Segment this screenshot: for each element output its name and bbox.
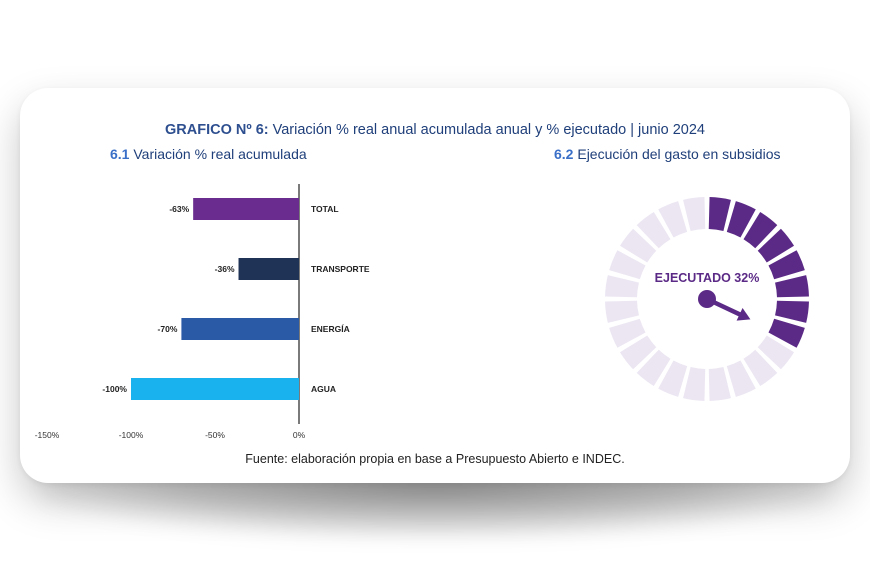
gauge-segment-9	[743, 349, 778, 387]
gauge-segment-21	[636, 211, 671, 249]
gauge-segment-14	[636, 349, 671, 387]
category-label-3: AGUA	[311, 384, 336, 394]
gauge-segment-3	[757, 228, 795, 263]
gauge-segment-5	[775, 275, 809, 298]
chart-title-text: Variación % real anual acumulada anual y…	[272, 122, 705, 138]
bar-value-label-3: -100%	[102, 384, 127, 394]
bar-1	[238, 258, 299, 280]
subtitle-left-num: 6.1	[110, 146, 130, 162]
x-tick-label-3: 0%	[293, 430, 306, 440]
subtitle-right-num: 6.2	[554, 146, 574, 162]
bar-2	[181, 318, 299, 340]
source-note: Fuente: elaboración propia en base a Pre…	[245, 452, 625, 466]
gauge-segment-8	[757, 335, 795, 370]
category-label-2: ENERGÍA	[311, 324, 350, 334]
chart-canvas: -63% TOTAL -36% TRANSPORTE -70% ENERGÍA -100% A…	[35, 184, 809, 440]
bar-0	[193, 198, 299, 220]
gauge-segment-16	[609, 318, 646, 348]
gauge-segment-6	[775, 300, 809, 323]
subtitle-left-text: Variación % real acumulada	[133, 146, 307, 162]
gauge-segment-12	[683, 367, 706, 401]
gauge-needle-shaft	[704, 296, 742, 317]
gauge-segment-10	[726, 360, 756, 397]
bar-value-label-1: -36%	[215, 264, 235, 274]
gauge-segment-15	[619, 335, 657, 370]
category-label-0: TOTAL	[311, 204, 339, 214]
subtitle-right: 6.2 Ejecución del gasto en subsidios	[554, 146, 781, 162]
gauge-segment-1	[726, 201, 756, 238]
chart-title: GRAFICO Nº 6: Variación % real anual acu…	[20, 122, 850, 138]
category-label-1: TRANSPORTE	[311, 264, 370, 274]
x-tick-label-0: -150%	[35, 430, 60, 440]
gauge-segment-20	[619, 228, 657, 263]
subtitle-left: 6.1 Variación % real acumulada	[110, 146, 307, 162]
gauge-segment-11	[708, 367, 731, 401]
gauge-segment-0	[708, 197, 731, 231]
gauge-segment-2	[743, 211, 778, 249]
gauge-segment-4	[768, 250, 805, 280]
gauge-segment-7	[768, 318, 805, 348]
bar-value-label-2: -70%	[158, 324, 178, 334]
gauge-segment-22	[658, 201, 688, 238]
chart-title-prefix: GRAFICO Nº 6:	[165, 122, 269, 138]
bar-value-label-0: -63%	[169, 204, 189, 214]
x-tick-label-2: -50%	[205, 430, 225, 440]
gauge-segment-23	[683, 197, 706, 231]
bar-3	[131, 378, 299, 400]
gauge-segment-17	[605, 300, 639, 323]
gauge-segment-13	[658, 360, 688, 397]
gauge-segment-19	[609, 250, 646, 280]
x-tick-label-1: -100%	[119, 430, 144, 440]
gauge-value-label: EJECUTADO 32%	[655, 271, 760, 285]
chart-card: GRAFICO Nº 6: Variación % real anual acu…	[20, 88, 850, 483]
subtitle-right-text: Ejecución del gasto en subsidios	[577, 146, 781, 162]
gauge-segment-18	[605, 275, 639, 298]
gauge-needle-head	[736, 307, 751, 321]
